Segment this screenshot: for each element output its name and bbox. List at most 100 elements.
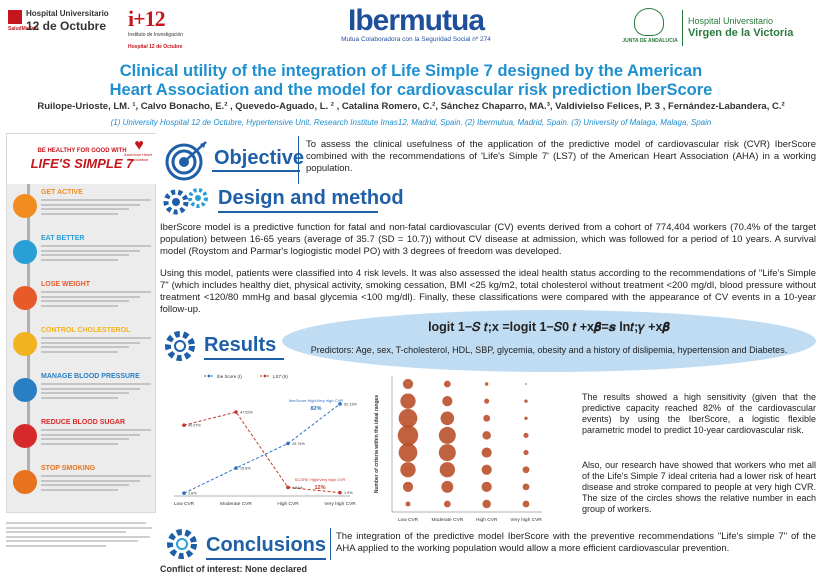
data-point xyxy=(338,402,342,406)
ls7-item: STOP SMOKING xyxy=(7,462,157,506)
be-healthy-label: BE HEALTHY FOR GOOD WITH xyxy=(37,148,127,154)
conflict-of-interest: Conflict of interest: None declared xyxy=(160,564,308,574)
ls7-item-description xyxy=(41,291,151,309)
ls7-item: CONTROL CHOLESTEROL xyxy=(7,324,157,368)
legend-label: LS7 (II) xyxy=(273,374,288,379)
bubble xyxy=(481,464,492,475)
ibermutua-name: Ibermutua xyxy=(347,4,485,37)
ls7-item-description xyxy=(41,245,151,263)
bubble xyxy=(442,396,453,407)
x-tick-label: Very high CVR xyxy=(510,517,542,523)
bubble xyxy=(443,500,451,508)
bubble xyxy=(523,432,529,438)
bubble xyxy=(522,466,530,474)
ls7-item-icon xyxy=(13,286,37,310)
ls7-item: GET ACTIVE xyxy=(7,186,157,230)
references xyxy=(6,522,156,558)
x-tick-label: Moderate CVR xyxy=(431,517,463,523)
bubble xyxy=(525,383,527,385)
salud-madrid-logo-mark xyxy=(8,10,22,24)
ls7-item-label: LOSE WEIGHT xyxy=(41,281,90,288)
hospital-12-octubre-line1: Hospital Universitario xyxy=(26,9,109,18)
gear-icon xyxy=(165,331,195,361)
legend-label: Ibe Score (I) xyxy=(217,374,242,379)
design-underline xyxy=(218,211,378,213)
results-title: Results xyxy=(204,334,277,356)
annotation-iberscore-value: 82% xyxy=(310,406,321,412)
ls7-item-icon xyxy=(13,194,37,218)
objective-underline xyxy=(212,170,300,172)
ls7-bubble-chart: Number of criteria within the ideal rang… xyxy=(374,376,542,523)
ibermutua-sub: Mutua Colaboradora con la Seguridad Soci… xyxy=(341,36,491,43)
poster-title: Clinical utility of the integration of L… xyxy=(0,62,822,100)
bubble xyxy=(482,431,491,440)
objective-text: To assess the clinical usefulness of the… xyxy=(306,139,816,174)
design-title: Design and method xyxy=(218,187,404,209)
bubble xyxy=(524,399,528,403)
bubble xyxy=(522,483,530,491)
hospital-12-octubre-line2: 12 de Octubre xyxy=(26,19,107,33)
ls7-item-label: CONTROL CHOLESTEROL xyxy=(41,327,131,334)
x-tick-label: Low CVR xyxy=(174,501,195,507)
hospital-logos-right: JUNTA DE ANDALUCIA Hospital Universitari… xyxy=(622,8,818,50)
data-label: 1.9% xyxy=(344,491,353,495)
i12-logo: i+12 xyxy=(128,6,166,31)
bubble xyxy=(482,499,491,509)
bubble xyxy=(523,450,529,456)
junta-andalucia-logo: JUNTA DE ANDALUCIA xyxy=(622,8,678,46)
bubble xyxy=(398,408,418,428)
annotation-iberscore-label: IberScore High/Very high CVR xyxy=(289,398,343,403)
bubble xyxy=(483,414,491,422)
annotation-score-value: 12% xyxy=(314,485,325,491)
data-point xyxy=(234,410,238,414)
ls7-item-icon xyxy=(13,424,37,448)
ls7-item-label: GET ACTIVE xyxy=(41,189,83,196)
x-tick-label: High CVR xyxy=(277,501,299,507)
ls7-item-label: EAT BETTER xyxy=(41,235,85,242)
salud-madrid-label: SaludMadrid xyxy=(8,26,39,32)
series-line xyxy=(183,403,341,494)
virgen-victoria-line2: Virgen de la Victoria xyxy=(688,27,794,39)
affiliations: (1) University Hospital 12 de Octubre, H… xyxy=(110,118,712,127)
bubble xyxy=(400,393,416,409)
bubble xyxy=(443,380,451,388)
authors: Ruilope-Urioste, LM. ¹, Calvo Bonacho, E… xyxy=(37,101,785,112)
bubble xyxy=(524,416,528,420)
x-tick-label: Low CVR xyxy=(398,517,419,523)
data-point xyxy=(286,441,290,446)
objective-divider xyxy=(298,136,299,184)
junta-seal-icon xyxy=(634,8,664,36)
results-underline xyxy=(204,358,284,360)
data-label: 4.84% xyxy=(292,486,303,490)
objective-title: Objective xyxy=(214,147,305,169)
bubble xyxy=(438,426,456,444)
ls7-item-icon xyxy=(13,332,37,356)
data-point xyxy=(338,490,342,495)
ls7-item-description xyxy=(41,337,151,355)
bubble xyxy=(439,462,455,478)
bubble xyxy=(438,444,456,462)
design-paragraph-2: Using this model, patients were classifi… xyxy=(160,268,816,315)
ls7-item-description xyxy=(41,429,151,447)
bubble xyxy=(441,480,454,493)
results-text-2: Also, our research have showed that work… xyxy=(582,460,816,514)
bubble xyxy=(484,398,490,404)
data-point xyxy=(234,466,238,470)
conclusions-text: The integration of the predictive model … xyxy=(336,531,816,554)
aha-label: American Heart Association xyxy=(124,152,152,162)
ls7-item: LOSE WEIGHT xyxy=(7,278,157,322)
title-line-2: Heart Association and the model for card… xyxy=(109,81,713,99)
logo-divider xyxy=(682,10,683,46)
i12-line1: Instituto de Investigación xyxy=(128,32,184,38)
data-point xyxy=(182,423,186,428)
legend-marker xyxy=(207,374,211,378)
ls7-item-icon xyxy=(13,240,37,264)
legend-marker xyxy=(263,374,267,378)
bubble xyxy=(481,481,492,492)
bubble xyxy=(481,447,492,458)
formula: logit 1−𝑆 𝑡;x =logit 1−𝑆0 𝑡 +x𝜷=𝒔 ln𝑡;𝛾 … xyxy=(428,320,670,334)
data-label: 15.8% xyxy=(240,467,251,471)
annotation-score-label: SCORE High/Very high CVR xyxy=(295,477,346,482)
data-point xyxy=(286,485,290,490)
ls7-item-description xyxy=(41,199,151,217)
